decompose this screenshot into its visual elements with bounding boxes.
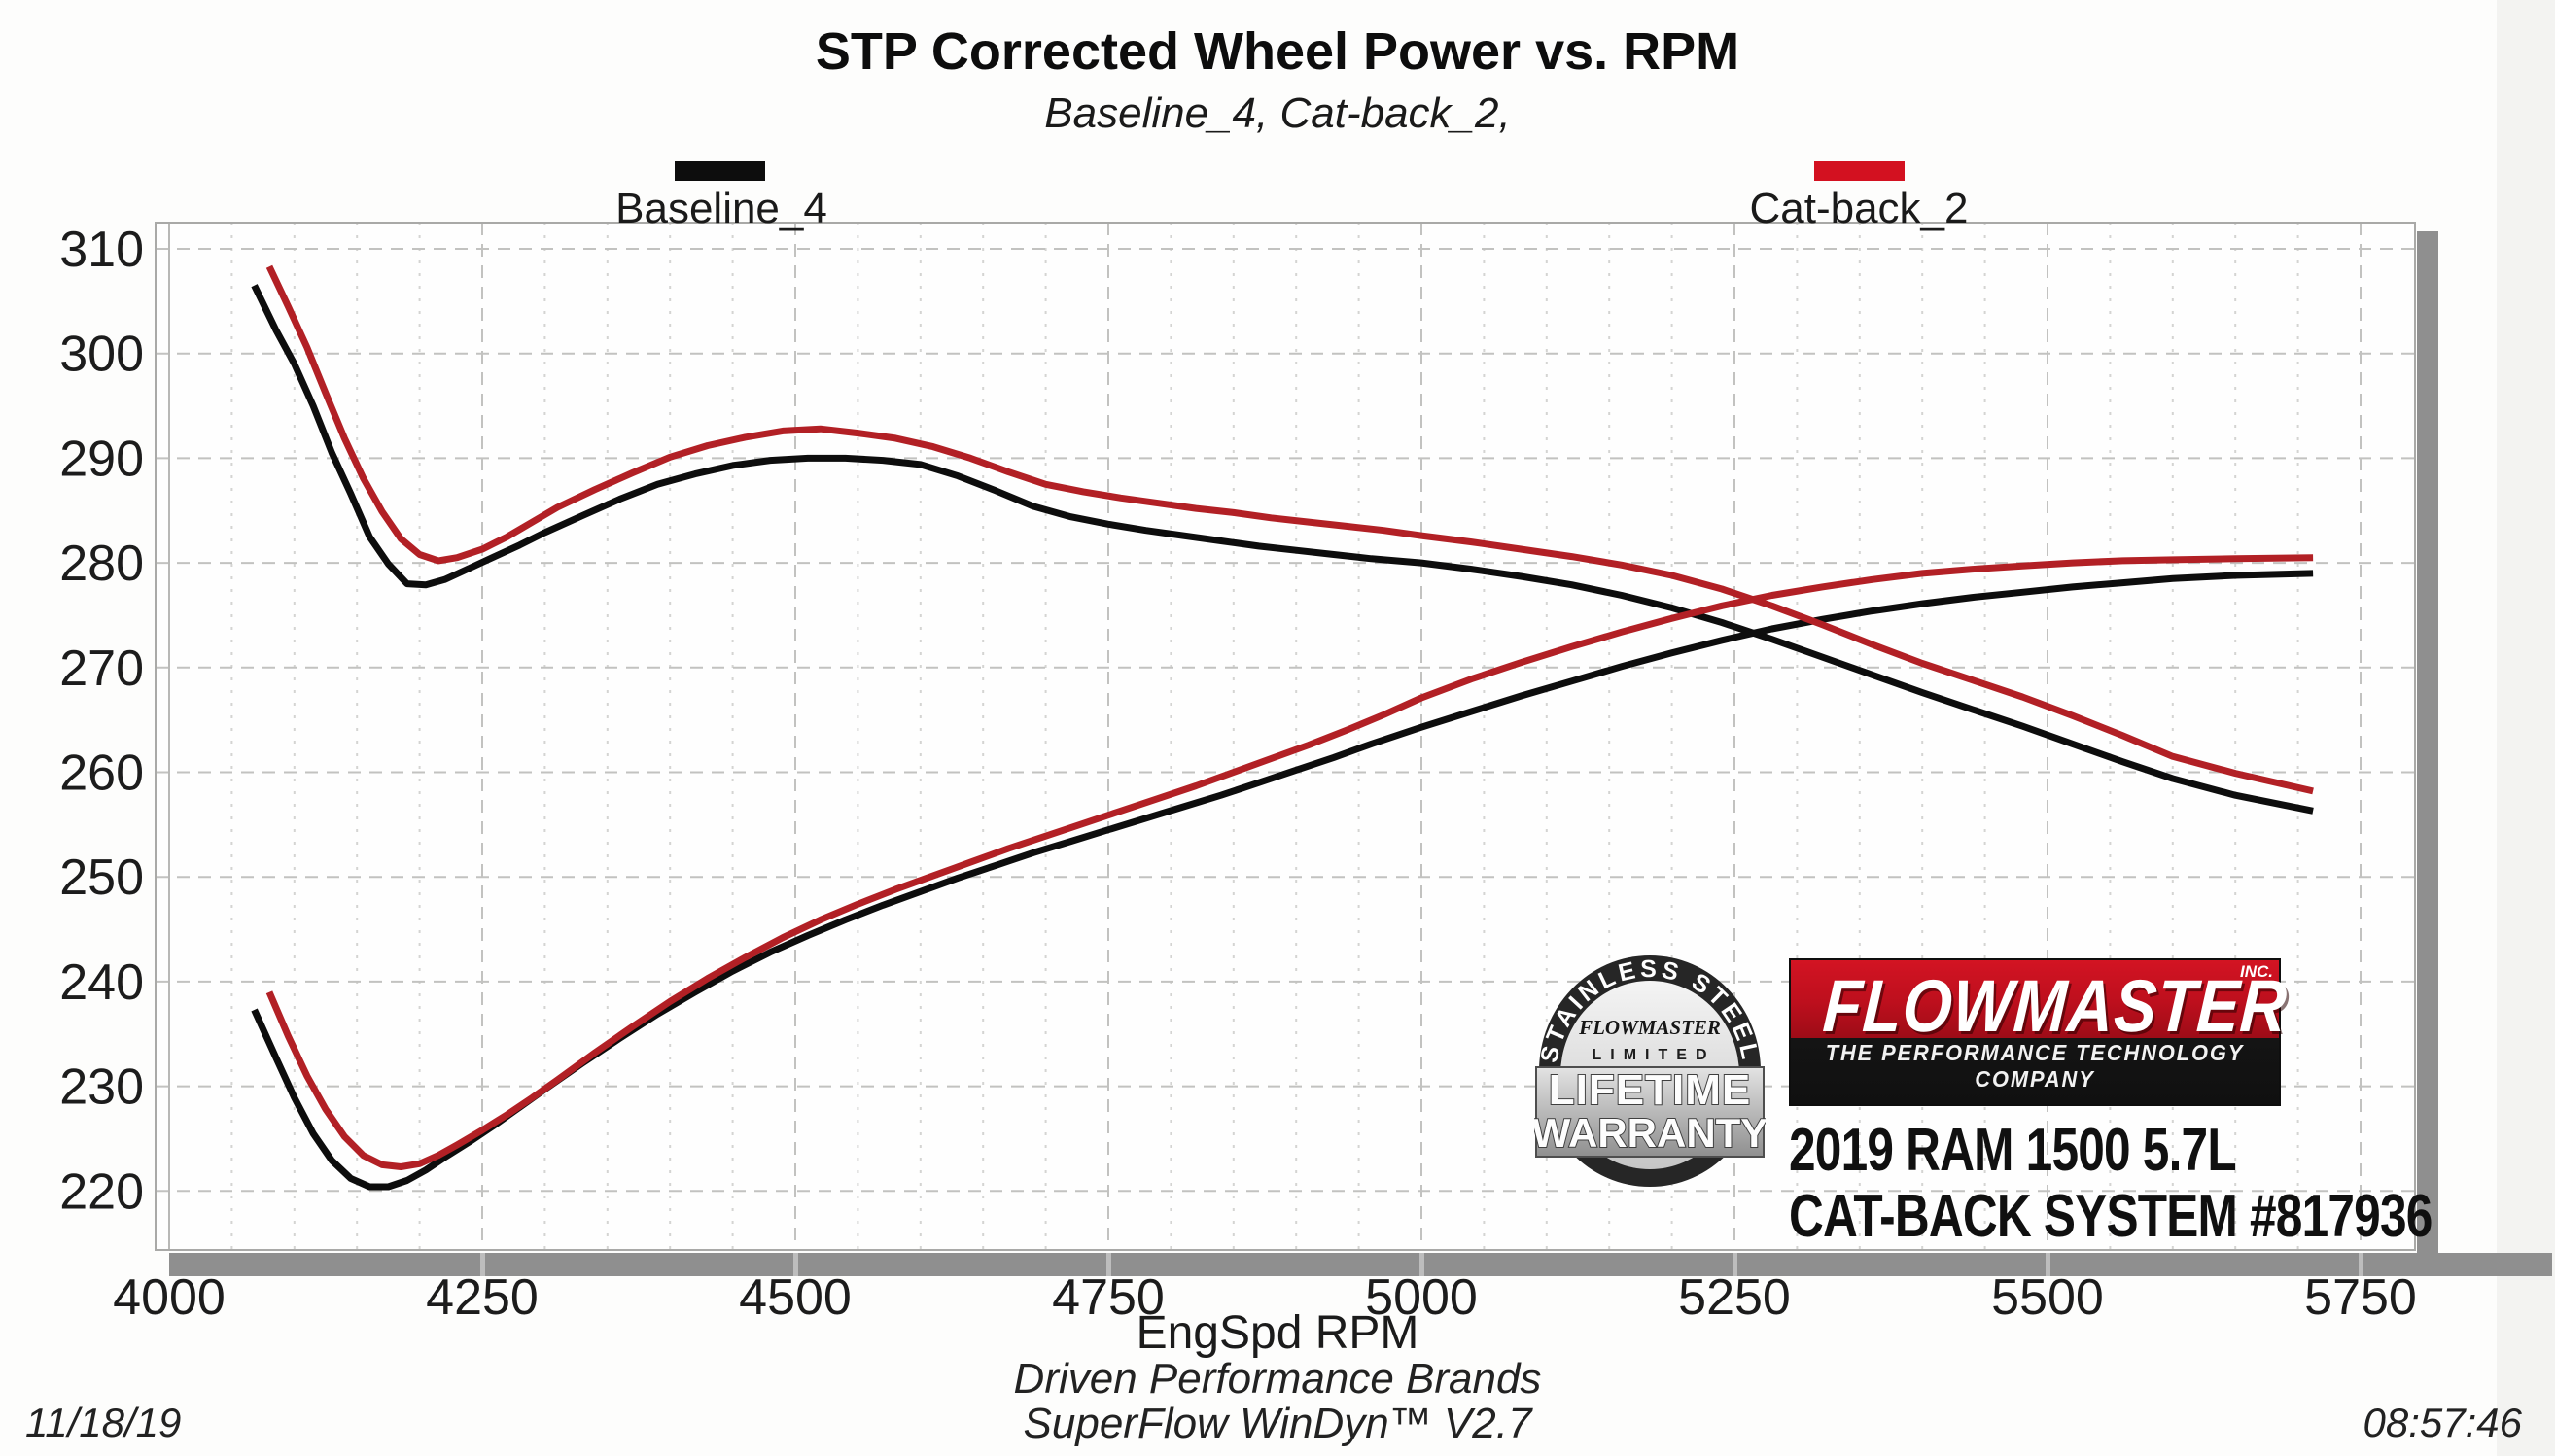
svg-text:270: 270 — [59, 641, 144, 697]
scrollbar-tick — [480, 1253, 485, 1276]
svg-text:5500: 5500 — [1991, 1269, 2104, 1326]
lifetime-warranty-badge: STAINLESS STEEL FLOWMASTER LIMITED LIFET… — [1534, 955, 1766, 1187]
svg-text:4500: 4500 — [739, 1269, 852, 1326]
svg-text:260: 260 — [59, 745, 144, 802]
scrollbar-tick — [2046, 1253, 2050, 1276]
product-line: CAT-BACK SYSTEM #817936 — [1789, 1183, 2432, 1250]
series-line-3-cat-back-2-power-curve- — [265, 554, 2314, 1170]
plot-border — [155, 222, 2416, 1251]
svg-text:4750: 4750 — [1052, 1269, 1165, 1326]
footer-company: Driven Performance Brands — [1013, 1355, 1542, 1403]
svg-text:250: 250 — [59, 849, 144, 906]
svg-text:280: 280 — [59, 536, 144, 592]
series-line-0-baseline-4-torque-curve- — [251, 284, 2314, 815]
badge-banner — [1535, 1066, 1765, 1158]
scrollbar-tick — [2359, 1253, 2363, 1276]
vehicle-line: 2019 RAM 1500 5.7L — [1789, 1117, 2237, 1184]
flowmaster-logo: FLOWMASTER INC. THE PERFORMANCE TECHNOLO… — [1789, 958, 2290, 1106]
footer-software: SuperFlow WinDyn™ V2.7 — [1023, 1400, 1532, 1447]
svg-text:4250: 4250 — [426, 1269, 539, 1326]
scrollbar-tick — [1419, 1253, 1424, 1276]
svg-text:290: 290 — [59, 431, 144, 487]
footer-date: 11/18/19 — [25, 1400, 182, 1445]
footer-time: 08:57:46 — [2362, 1400, 2523, 1445]
x-axis-title: EngSpd RPM — [1136, 1307, 1419, 1359]
legend-label-catback: Cat-back_2 — [1749, 185, 1969, 232]
series-line-1-baseline-4-power-curve- — [251, 570, 2314, 1191]
svg-text:310: 310 — [59, 222, 144, 278]
flowmaster-logo-tagline: THE PERFORMANCE TECHNOLOGY COMPANY — [1825, 1040, 2245, 1092]
legend-swatch-catback — [1814, 161, 1905, 181]
svg-text:5000: 5000 — [1365, 1269, 1478, 1326]
series-line-2-cat-back-2-torque-curve- — [265, 264, 2314, 795]
flowmaster-logo-inc: INC. — [2240, 962, 2273, 981]
scrollbar-tick — [1732, 1253, 1737, 1276]
page-right-margin — [2497, 0, 2555, 1456]
svg-text:240: 240 — [59, 954, 144, 1011]
svg-text:220: 220 — [59, 1163, 144, 1220]
flowmaster-logo-wordmark: FLOWMASTER — [1820, 965, 2290, 1048]
horizontal-scrollbar[interactable] — [169, 1253, 2552, 1276]
badge-limited-text: LIMITED — [1592, 1047, 1716, 1063]
x-axis-tick-labels: 4000 4250 4500 4750 5000 5250 5500 5750 — [113, 1269, 2417, 1326]
legend-swatch-baseline — [675, 161, 765, 181]
badge-warranty-text: WARRANTY — [1534, 1110, 1766, 1156]
svg-text:5250: 5250 — [1678, 1269, 1791, 1326]
scrollbar-tick — [793, 1253, 798, 1276]
chart-subtitle: Baseline_4, Cat-back_2, — [1044, 89, 1511, 137]
vertical-scrollbar[interactable] — [2417, 231, 2438, 1253]
svg-text:230: 230 — [59, 1059, 144, 1116]
badge-brand-text: FLOWMASTER — [1578, 1016, 1721, 1039]
svg-text:300: 300 — [59, 327, 144, 383]
legend-label-baseline: Baseline_4 — [615, 185, 827, 232]
y-axis-tick-labels: 220 230 240 250 260 270 280 290 300 310 — [59, 222, 144, 1220]
scrollbar-tick — [1106, 1253, 1111, 1276]
page-title: STP Corrected Wheel Power vs. RPM — [815, 22, 1740, 81]
svg-text:4000: 4000 — [113, 1269, 226, 1326]
vehicle-annotation: 2019 RAM 1500 5.7L CAT-BACK SYSTEM #8179… — [1789, 1118, 2469, 1250]
svg-text:5750: 5750 — [2304, 1269, 2417, 1326]
badge-lifetime-text: LIFETIME — [1549, 1066, 1751, 1114]
